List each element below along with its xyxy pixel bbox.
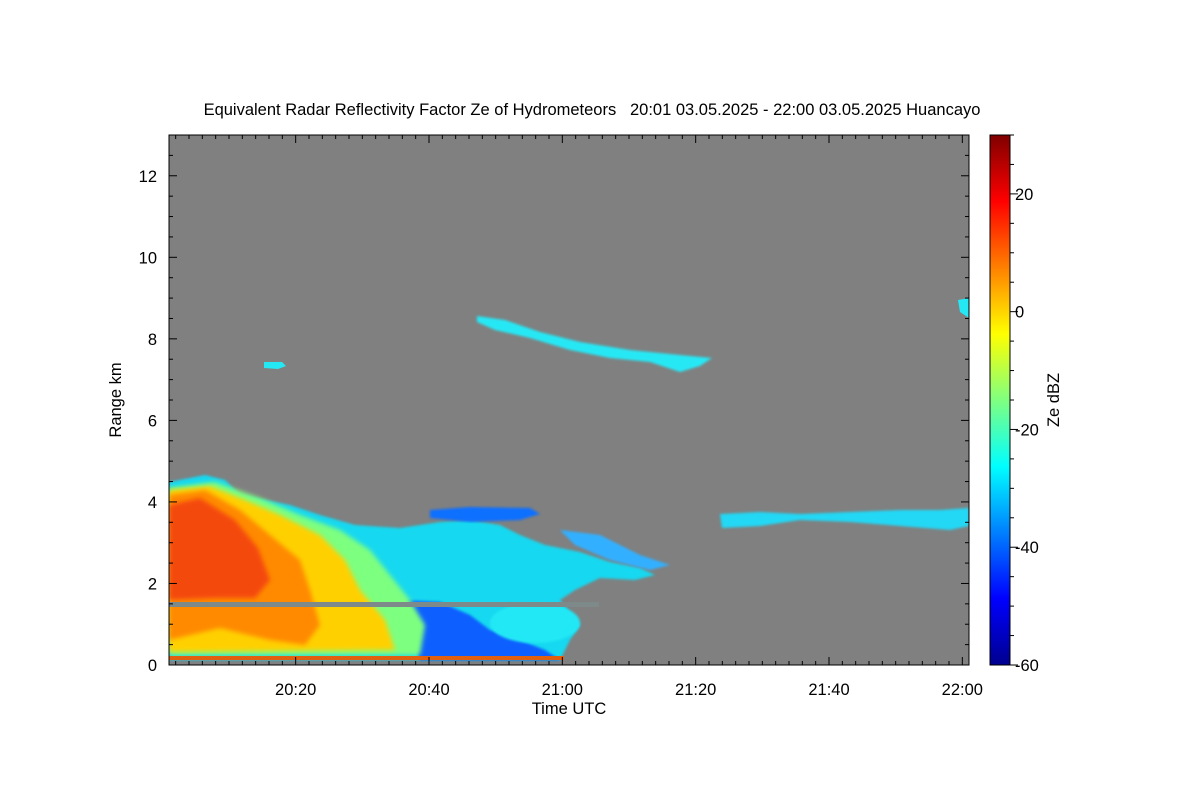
echo-low-precipitation xyxy=(169,475,670,660)
echo-layer-3-5km xyxy=(720,508,969,530)
echo-patch-8-8km xyxy=(958,298,969,318)
colorbar: 20 0 -20 -40 -60 Ze dBZ xyxy=(989,134,1063,675)
y-axis-label: Range km xyxy=(107,362,125,437)
colorbar-label: Ze dBZ xyxy=(1045,373,1063,427)
y-tick-label: 10 xyxy=(139,249,157,267)
x-tick-label: 21:00 xyxy=(542,681,583,699)
colorbar-gradient xyxy=(989,134,1011,666)
x-tick-label: 22:00 xyxy=(942,681,983,699)
y-tick-label: 0 xyxy=(148,657,157,675)
colorbar-tick-label: -40 xyxy=(1015,539,1039,557)
y-tick-label: 6 xyxy=(148,412,157,430)
chart-title: Equivalent Radar Reflectivity Factor Ze … xyxy=(204,101,981,119)
surface-line xyxy=(169,656,564,660)
y-tick-label: 4 xyxy=(148,494,157,512)
x-tick-label: 21:20 xyxy=(675,681,716,699)
colorbar-tick-label: 0 xyxy=(1015,304,1024,322)
y-tick-label: 8 xyxy=(148,331,157,349)
x-axis-label: Time UTC xyxy=(532,700,607,718)
x-axis: 20:20 20:40 21:00 21:20 21:40 22:00 xyxy=(175,135,983,699)
colorbar-tick-label: 20 xyxy=(1015,186,1033,204)
x-tick-label: 20:20 xyxy=(275,681,316,699)
echo-regions xyxy=(169,298,969,660)
x-tick-label: 21:40 xyxy=(808,681,849,699)
y-tick-label: 12 xyxy=(139,168,157,186)
colorbar-tick-label: -20 xyxy=(1015,421,1039,439)
y-axis: 0 2 4 6 8 10 12 xyxy=(139,134,969,675)
x-tick-label: 20:40 xyxy=(408,681,449,699)
colorbar-ticks: 20 0 -20 -40 -60 xyxy=(1010,134,1039,675)
colorbar-tick-label: -60 xyxy=(1015,657,1039,675)
echo-patch-7-4km xyxy=(264,362,286,369)
y-tick-label: 2 xyxy=(148,575,157,593)
echo-cirrus-7-5km xyxy=(477,316,712,372)
clutter-line xyxy=(169,602,599,607)
